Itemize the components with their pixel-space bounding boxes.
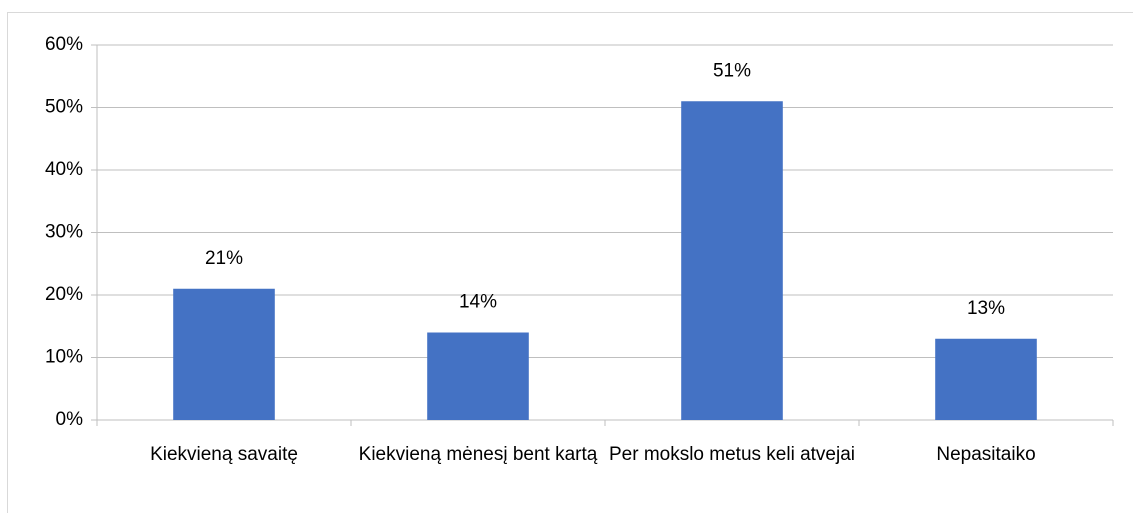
y-tick-label: 50%: [45, 97, 83, 118]
data-label: 14%: [459, 292, 497, 313]
y-tick-label: 60%: [45, 34, 83, 55]
y-tick-label: 10%: [45, 347, 83, 368]
bar: [681, 101, 783, 420]
data-label: 51%: [713, 60, 751, 81]
bar: [935, 338, 1037, 420]
x-tick-label: Kiekvieną savaitę: [150, 444, 298, 465]
data-label: 13%: [967, 298, 1005, 319]
y-tick-label: 40%: [45, 159, 83, 180]
y-tick-label: 0%: [56, 409, 84, 430]
bar: [427, 332, 529, 420]
data-label: 21%: [205, 248, 243, 269]
x-tick-label: Kiekvieną mėnesį bent kartą: [358, 444, 598, 465]
x-tick-label: Nepasitaiko: [936, 444, 1036, 465]
bar: [173, 288, 275, 420]
x-tick-label: Per mokslo metus keli atvejai: [608, 444, 856, 465]
y-tick-label: 30%: [45, 222, 83, 243]
y-tick-label: 20%: [45, 284, 83, 305]
chart-border: [7, 12, 1133, 513]
